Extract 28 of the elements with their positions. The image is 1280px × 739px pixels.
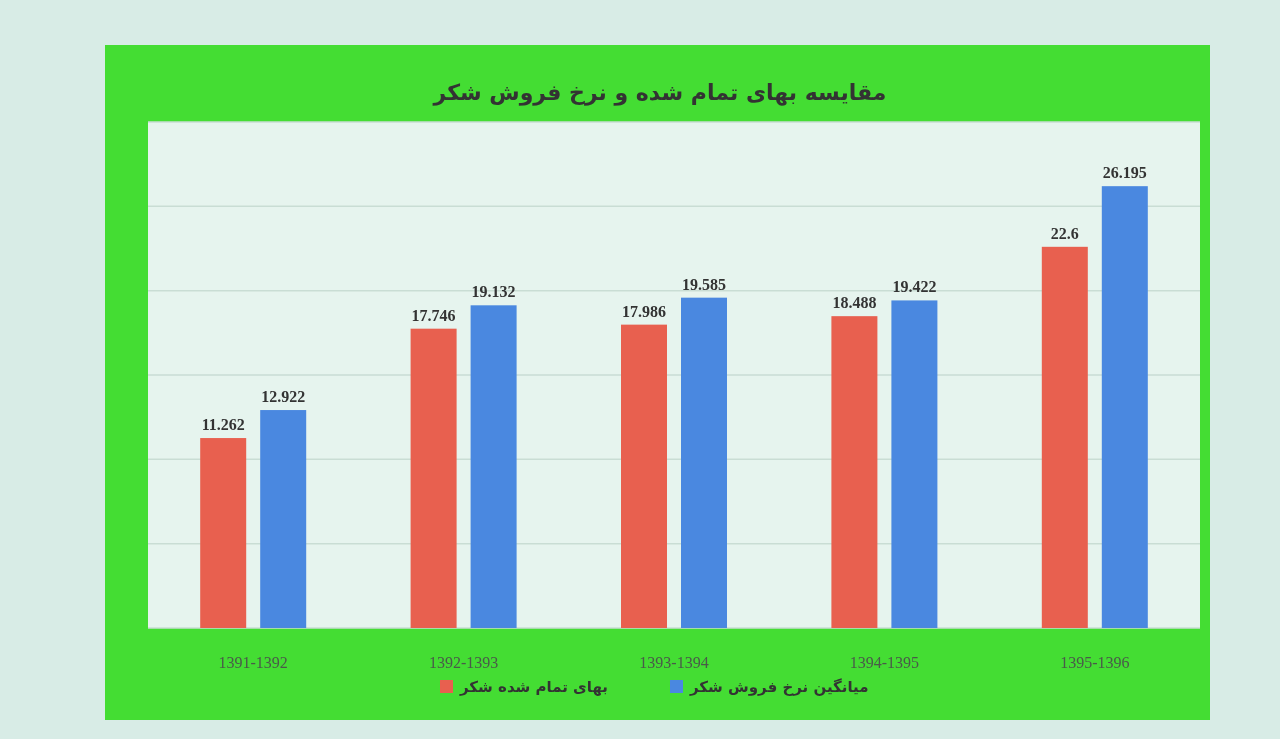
bar [1101,186,1148,628]
chart-title: مقایسه بهای تمام شده و نرخ فروش شکر [432,80,887,106]
bar [470,305,517,628]
x-tick-label: 1392-1393 [428,654,499,671]
x-tick-label: 1393-1394 [639,654,709,671]
x-tick-label: 1391-1392 [218,654,288,671]
data-label: 19.132 [471,283,516,301]
data-label: 22.6 [1050,224,1079,242]
data-label: 12.922 [261,388,306,406]
bar [1041,246,1088,628]
data-label: 17.746 [411,306,456,324]
data-label: 17.986 [622,302,666,320]
data-label: 18.488 [832,294,877,312]
data-label: 19.585 [682,275,726,293]
bar [831,316,878,628]
data-label: 11.262 [201,416,245,434]
bar [621,324,667,628]
bar [410,328,457,628]
x-tick-label: 1394-1395 [849,654,920,671]
bar [200,438,247,628]
legend-label: بهای تمام شده شکر [459,678,608,696]
bar [891,300,938,628]
legend-label: میانگین نرخ فروش شکر [689,678,869,696]
data-label: 19.422 [892,278,937,296]
bar [681,297,727,628]
bar [260,410,307,628]
x-tick-label: 1395-1396 [1060,654,1130,671]
data-label: 26.195 [1102,164,1147,182]
